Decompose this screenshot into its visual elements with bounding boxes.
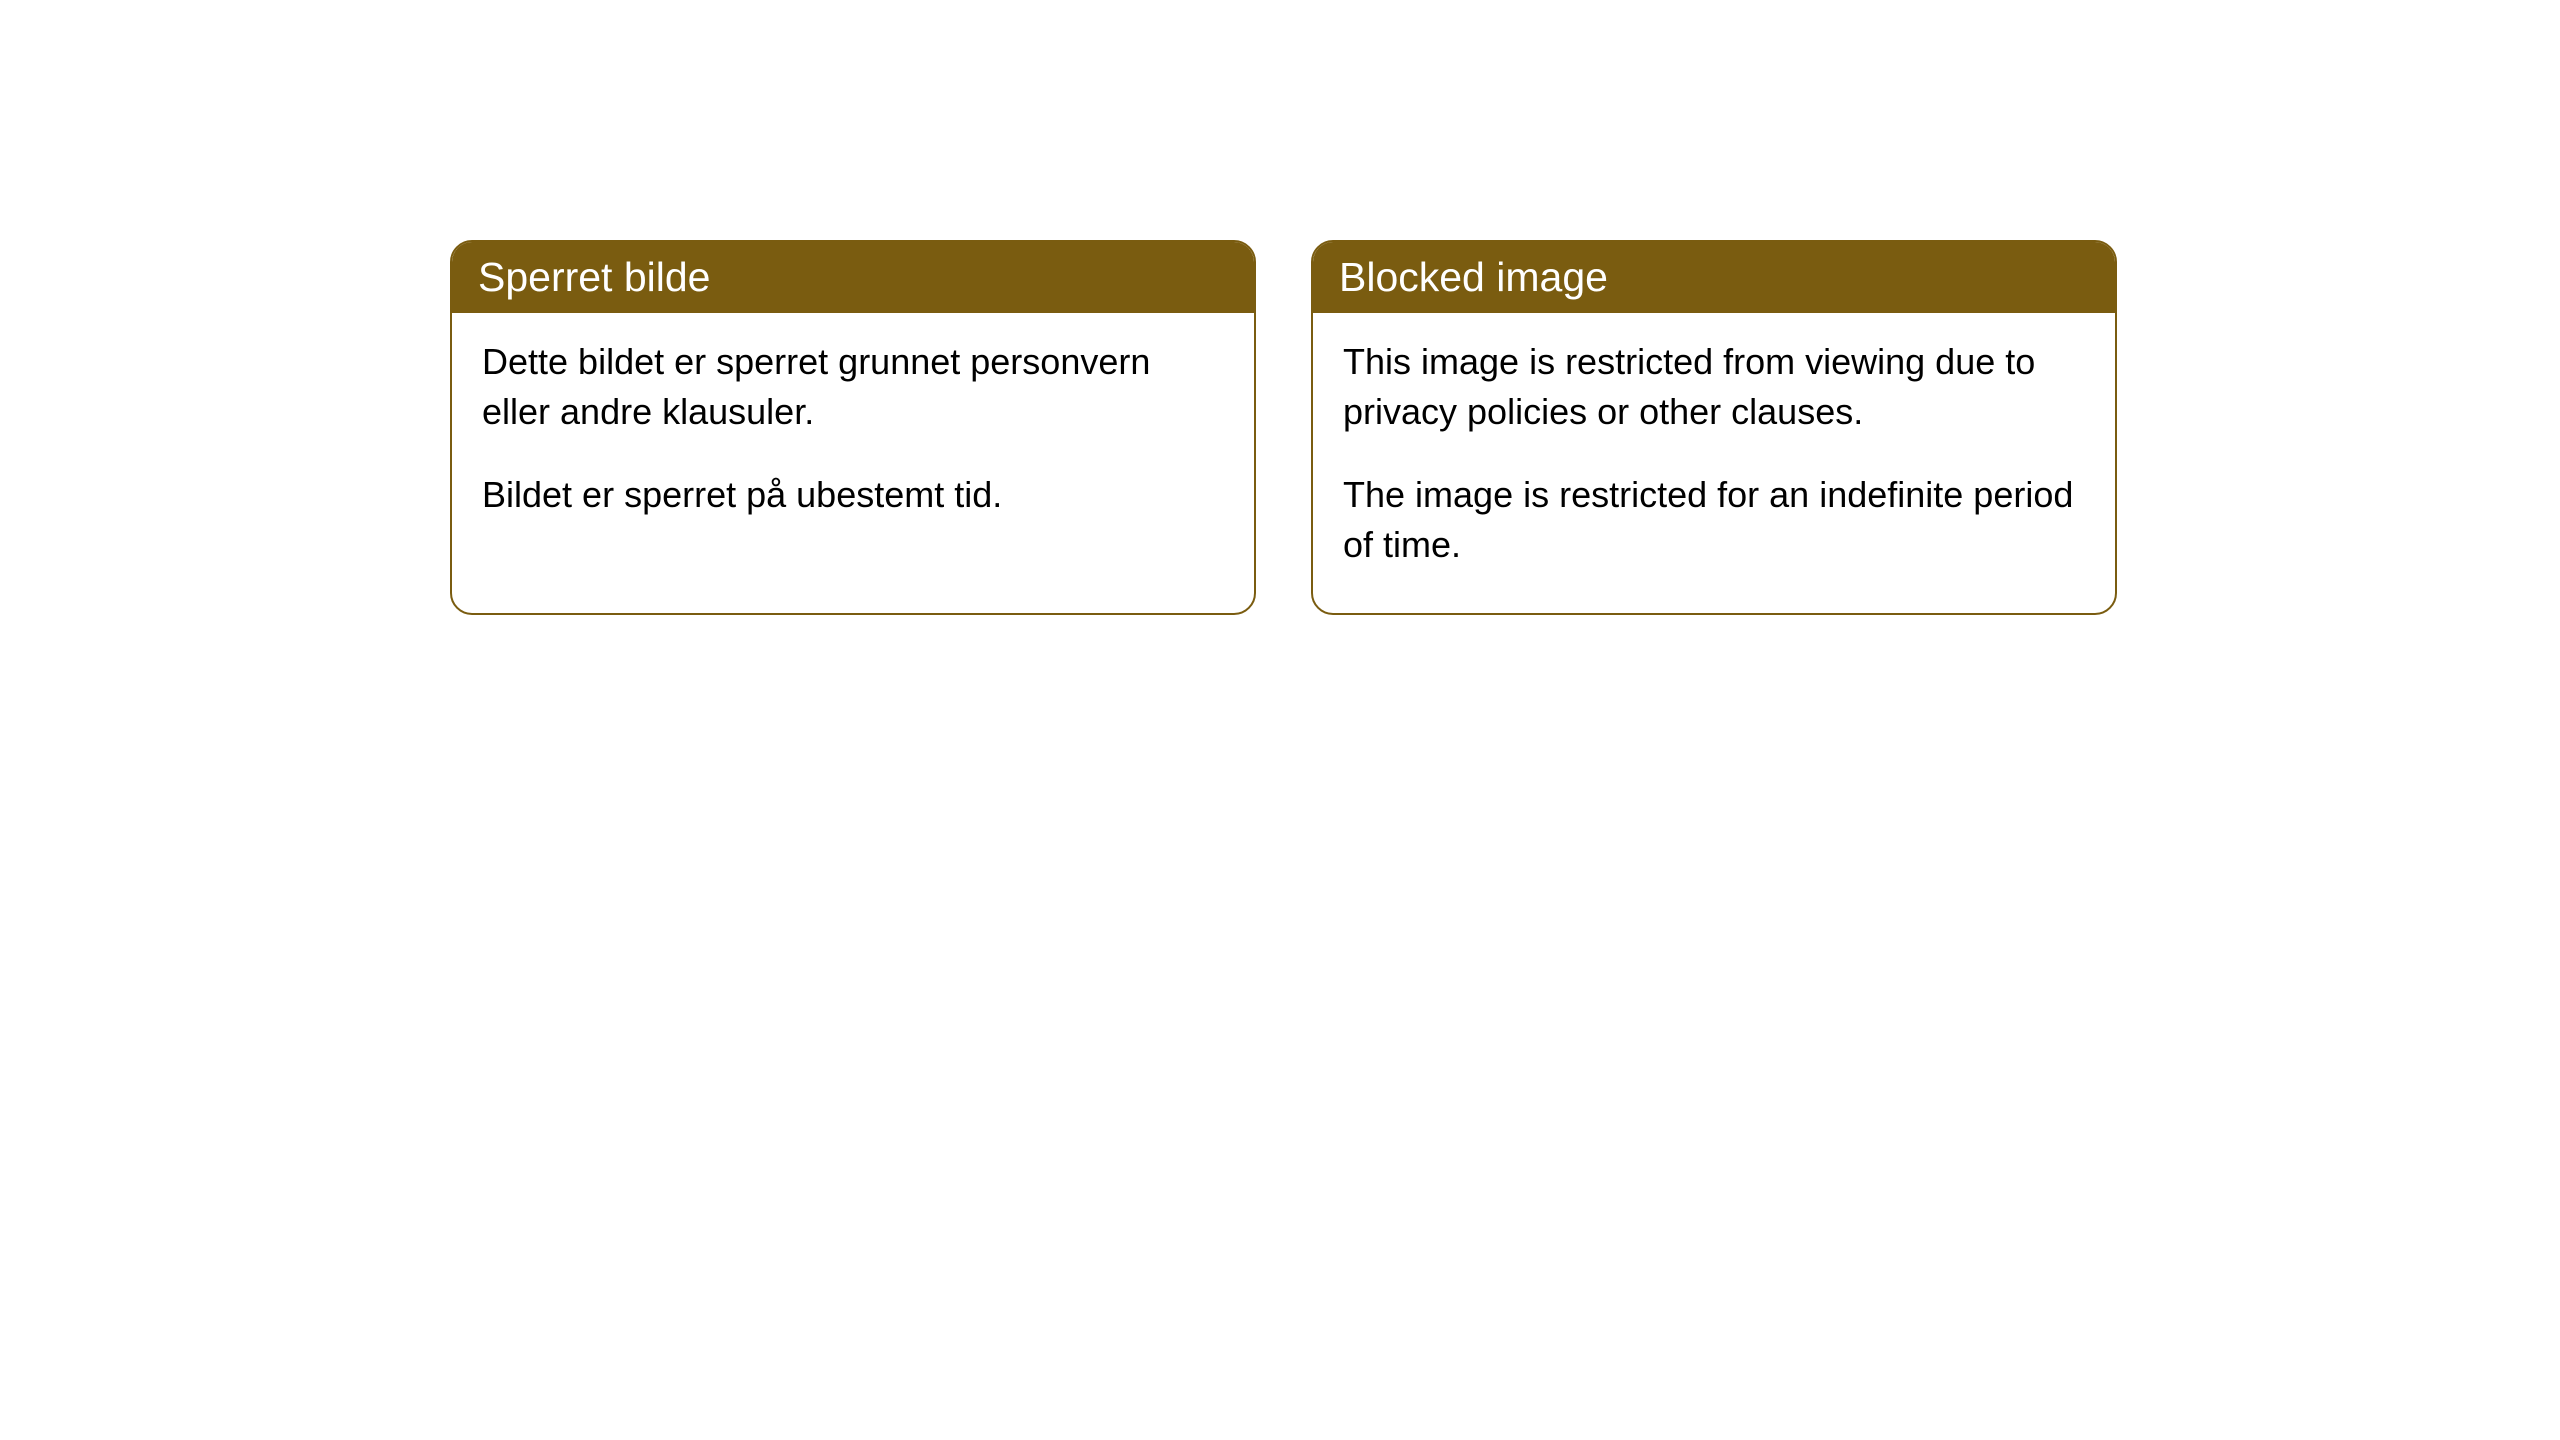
card-body-norwegian: Dette bildet er sperret grunnet personve… — [452, 313, 1254, 562]
cards-container: Sperret bilde Dette bildet er sperret gr… — [450, 240, 2117, 615]
card-paragraph-2: Bildet er sperret på ubestemt tid. — [482, 470, 1224, 520]
card-body-english: This image is restricted from viewing du… — [1313, 313, 2115, 613]
card-header-english: Blocked image — [1313, 242, 2115, 313]
card-paragraph-1: Dette bildet er sperret grunnet personve… — [482, 337, 1224, 438]
card-header-norwegian: Sperret bilde — [452, 242, 1254, 313]
blocked-image-card-english: Blocked image This image is restricted f… — [1311, 240, 2117, 615]
card-paragraph-2: The image is restricted for an indefinit… — [1343, 470, 2085, 571]
blocked-image-card-norwegian: Sperret bilde Dette bildet er sperret gr… — [450, 240, 1256, 615]
card-paragraph-1: This image is restricted from viewing du… — [1343, 337, 2085, 438]
